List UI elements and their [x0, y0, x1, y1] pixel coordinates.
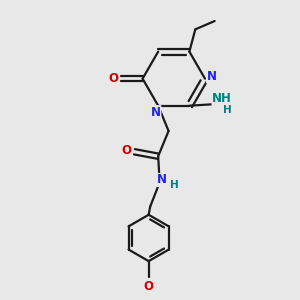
Text: N: N: [151, 106, 161, 119]
Text: O: O: [109, 72, 119, 85]
Text: N: N: [157, 173, 167, 187]
Text: H: H: [170, 180, 179, 190]
Text: O: O: [122, 144, 132, 157]
Text: N: N: [206, 70, 217, 83]
Text: H: H: [223, 105, 232, 115]
Text: NH: NH: [212, 92, 232, 105]
Text: O: O: [144, 280, 154, 293]
